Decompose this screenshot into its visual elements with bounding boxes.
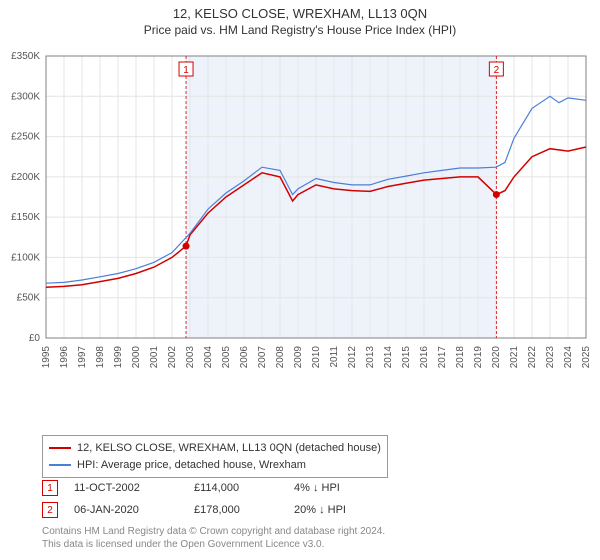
svg-text:2025: 2025 [581,346,592,369]
page-subtitle: Price paid vs. HM Land Registry's House … [0,23,600,37]
svg-text:£250K: £250K [11,132,40,143]
footer-note: Contains HM Land Registry data © Crown c… [42,525,385,551]
svg-text:2018: 2018 [455,346,466,369]
legend: 12, KELSO CLOSE, WREXHAM, LL13 0QN (deta… [42,435,388,478]
legend-row: HPI: Average price, detached house, Wrex… [49,457,381,474]
svg-text:£50K: £50K [17,293,41,304]
svg-text:2015: 2015 [401,346,412,369]
svg-text:2006: 2006 [239,346,250,369]
sale-hpi-delta: 20% ↓ HPI [294,504,414,516]
svg-text:2019: 2019 [473,346,484,369]
svg-text:2009: 2009 [293,346,304,369]
svg-text:2013: 2013 [365,346,376,369]
svg-text:2001: 2001 [149,346,160,369]
svg-text:2008: 2008 [275,346,286,369]
svg-text:£0: £0 [29,333,41,344]
sale-date: 11-OCT-2002 [74,482,194,494]
svg-text:2024: 2024 [563,346,574,369]
svg-text:1997: 1997 [77,346,88,369]
svg-text:2022: 2022 [527,346,538,369]
svg-text:2016: 2016 [419,346,430,369]
svg-text:2002: 2002 [167,346,178,369]
svg-text:2014: 2014 [383,346,394,369]
sale-hpi-delta: 4% ↓ HPI [294,482,414,494]
svg-text:2005: 2005 [221,346,232,369]
svg-text:2023: 2023 [545,346,556,369]
svg-text:2017: 2017 [437,346,448,369]
svg-text:2000: 2000 [131,346,142,369]
price-chart: 12£0£50K£100K£150K£200K£250K£300K£350K19… [46,48,586,378]
sales-list: 1 11-OCT-2002 £114,000 4% ↓ HPI 2 06-JAN… [42,480,414,524]
svg-text:2021: 2021 [509,346,520,369]
legend-swatch [49,447,71,449]
sale-marker-box: 2 [42,502,58,518]
footer-line: Contains HM Land Registry data © Crown c… [42,525,385,538]
footer-line: This data is licensed under the Open Gov… [42,538,385,551]
svg-text:2004: 2004 [203,346,214,369]
svg-text:£100K: £100K [11,252,40,263]
svg-text:2007: 2007 [257,346,268,369]
svg-text:2020: 2020 [491,346,502,369]
svg-text:£300K: £300K [11,91,40,102]
legend-swatch [49,464,71,466]
title-block: 12, KELSO CLOSE, WREXHAM, LL13 0QN Price… [0,0,600,37]
svg-text:2011: 2011 [329,346,340,368]
svg-text:1996: 1996 [59,346,70,369]
svg-text:£150K: £150K [11,212,40,223]
legend-row: 12, KELSO CLOSE, WREXHAM, LL13 0QN (deta… [49,440,381,457]
svg-text:1995: 1995 [41,346,52,369]
svg-text:£200K: £200K [11,172,40,183]
page-title: 12, KELSO CLOSE, WREXHAM, LL13 0QN [0,6,600,21]
sale-marker-box: 1 [42,480,58,496]
svg-text:2010: 2010 [311,346,322,369]
svg-text:2: 2 [494,65,500,76]
svg-text:1999: 1999 [113,346,124,369]
svg-text:£350K: £350K [11,51,40,62]
sale-date: 06-JAN-2020 [74,504,194,516]
svg-text:2003: 2003 [185,346,196,369]
sale-price: £178,000 [194,504,294,516]
sale-price: £114,000 [194,482,294,494]
chart-container: 12, KELSO CLOSE, WREXHAM, LL13 0QN Price… [0,0,600,560]
legend-label: 12, KELSO CLOSE, WREXHAM, LL13 0QN (deta… [77,440,381,457]
sale-row: 2 06-JAN-2020 £178,000 20% ↓ HPI [42,502,414,518]
svg-text:2012: 2012 [347,346,358,369]
sale-row: 1 11-OCT-2002 £114,000 4% ↓ HPI [42,480,414,496]
legend-label: HPI: Average price, detached house, Wrex… [77,457,306,474]
svg-text:1998: 1998 [95,346,106,369]
svg-text:1: 1 [183,65,189,76]
